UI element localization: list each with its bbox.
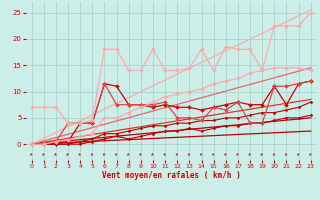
X-axis label: Vent moyen/en rafales ( km/h ): Vent moyen/en rafales ( km/h ) bbox=[102, 171, 241, 180]
